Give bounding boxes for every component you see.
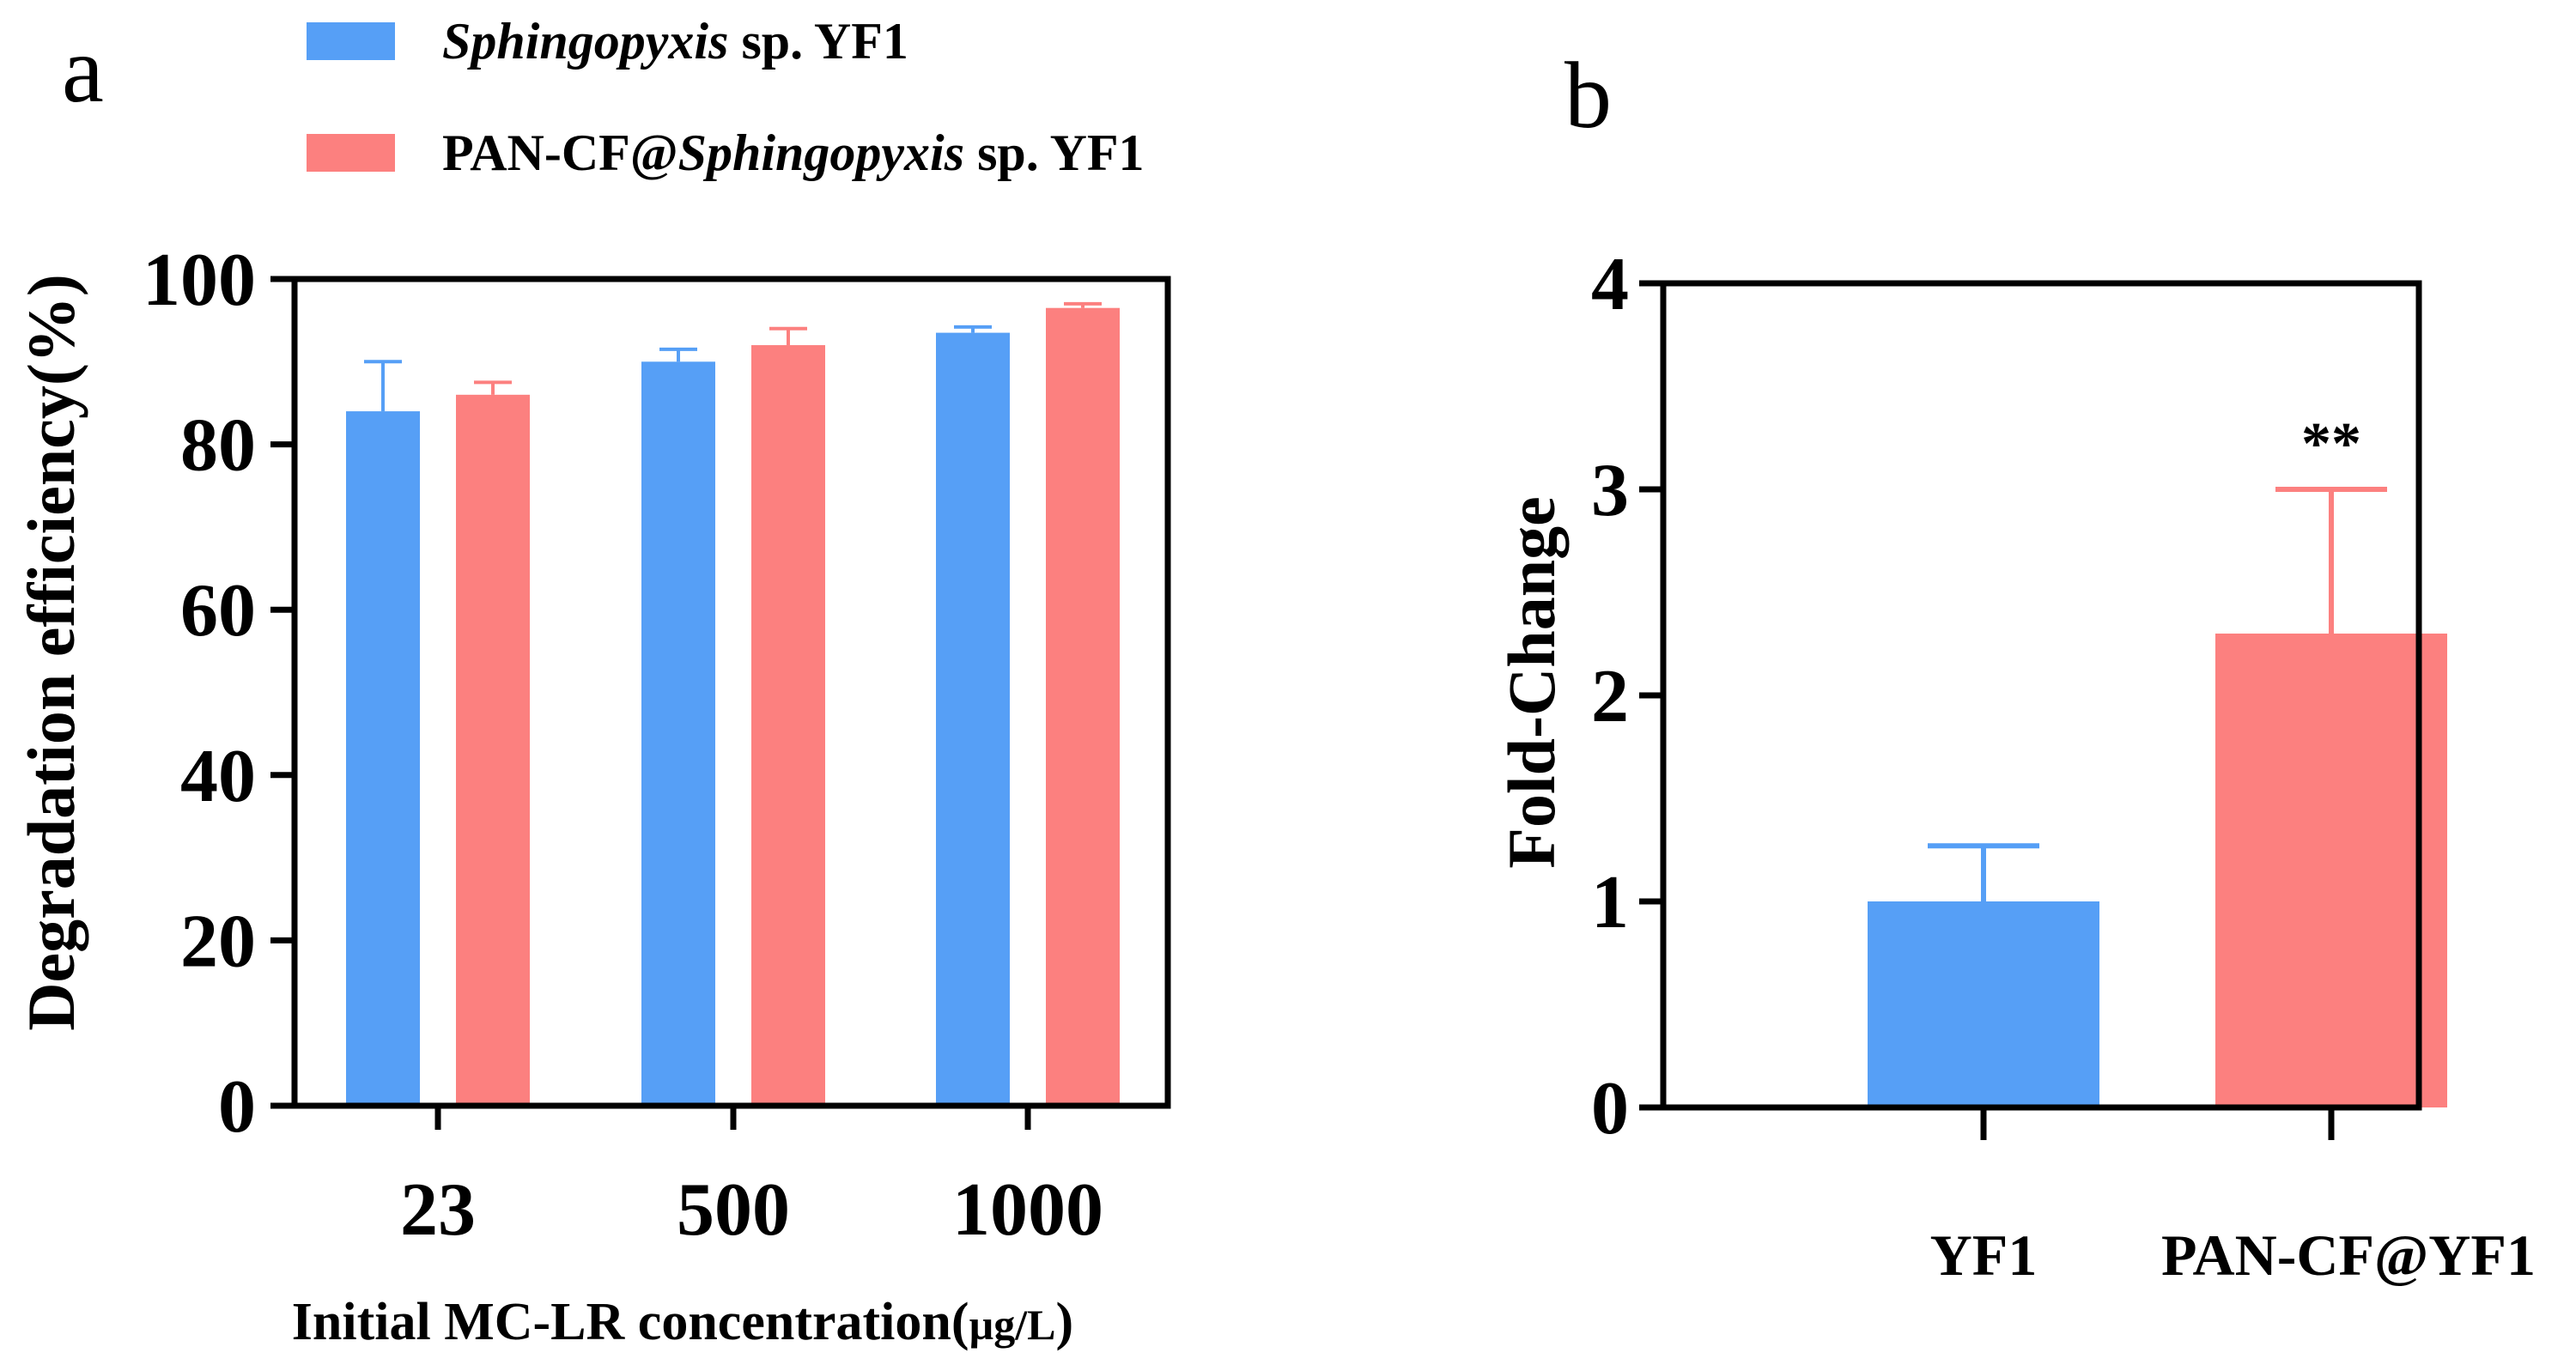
b-y-tick-label-4: 4: [1591, 243, 1629, 326]
y-tick-label-0: 0: [218, 1065, 256, 1149]
bar-pan-cf-yf1: [2215, 634, 2447, 1107]
panel-a-frame: [291, 276, 1171, 1109]
legend-swatch-yf1: [307, 22, 395, 60]
b-y-tick-label-2: 2: [1591, 655, 1629, 738]
b-x-tick-label-yf1: YF1: [1930, 1222, 2038, 1288]
x-tick-label-1000: 1000: [952, 1168, 1103, 1252]
x-tick-label-500: 500: [677, 1168, 790, 1252]
y-tick-label-40: 40: [180, 735, 256, 818]
y-tick-label-20: 20: [180, 900, 256, 983]
bar-yf1-23: [346, 411, 420, 1107]
legend-label-pan-cf-yf1: PAN-CF@Sphingopyxis sp. YF1: [442, 124, 1145, 181]
bar-pan-cf-yf1-500: [751, 345, 825, 1106]
panel-b-axes: 0 1 2 3 4 YF1 PAN-CF@YF1: [1591, 243, 2536, 1288]
x-tick-label-23: 23: [400, 1168, 476, 1252]
b-y-tick-label-3: 3: [1591, 449, 1629, 532]
panel-a-label: a: [62, 17, 104, 122]
bar-pan-cf-yf1-23: [456, 394, 530, 1106]
y-tick-label-80: 80: [180, 404, 256, 488]
panel-a-bars: [346, 301, 1120, 1107]
bar-pan-cf-yf1-1000: [1046, 307, 1120, 1107]
bar-yf1: [1868, 901, 2099, 1107]
panel-a-x-axis-label: Initial MC-LR concentration(µg/L): [292, 1293, 1073, 1351]
bar-yf1-500: [641, 361, 715, 1106]
b-y-tick-label-1: 1: [1591, 861, 1629, 944]
panel-b-y-axis-label: Fold-Change: [1494, 496, 1569, 868]
panel-b-label: b: [1564, 43, 1612, 148]
legend: Sphingopyxis sp. YF1 PAN-CF@Sphingopyxis…: [307, 13, 1145, 181]
significance-annotation: **: [2301, 411, 2361, 477]
legend-label-yf1: Sphingopyxis sp. YF1: [442, 13, 908, 70]
b-x-tick-label-pan-cf-yf1: PAN-CF@YF1: [2161, 1222, 2536, 1288]
panel-a-axes: 0 20 40 60 80 100 23 500 1000: [143, 239, 1171, 1252]
b-y-tick-label-0: 0: [1591, 1067, 1629, 1150]
y-tick-label-100: 100: [143, 239, 256, 322]
panel-a-y-axis-label: Degradation efficiency(%): [14, 274, 88, 1031]
panel-a-chart: 0 20 40 60 80 100 23 500 1000 Degradation effici…: [14, 239, 1171, 1351]
panel-b-bars: **: [1868, 411, 2447, 1107]
panel-b-chart: ** 0 1 2 3 4 YF1 PAN-CF@YF1 Fold-Change: [1494, 243, 2536, 1288]
bar-yf1-1000: [936, 332, 1010, 1107]
legend-swatch-pan-cf-yf1: [307, 134, 395, 172]
y-tick-label-60: 60: [180, 569, 256, 652]
